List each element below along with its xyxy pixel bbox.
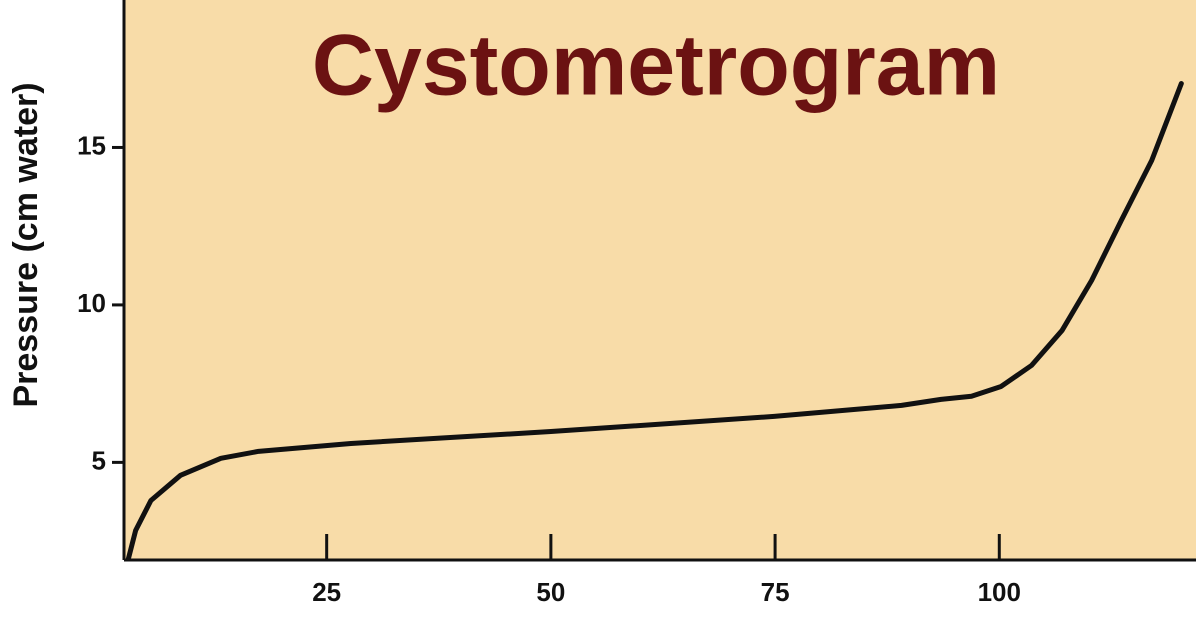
y-axis-title: Pressure (cm water) (7, 82, 45, 407)
y-tick-label: 15 (77, 130, 106, 160)
y-tick-label: 10 (77, 288, 106, 318)
line (125, 81, 1184, 561)
y-tick-label: 5 (92, 445, 106, 475)
x-tick-label: 50 (536, 577, 565, 607)
plot-area (124, 0, 1196, 560)
x-tick-label: 100 (978, 577, 1021, 607)
y-tick-label: 20 (77, 0, 106, 3)
chart-title: Cystometrogram (312, 18, 1000, 114)
x-tick-label: 75 (761, 577, 790, 607)
x-tick-label: 25 (312, 577, 341, 607)
